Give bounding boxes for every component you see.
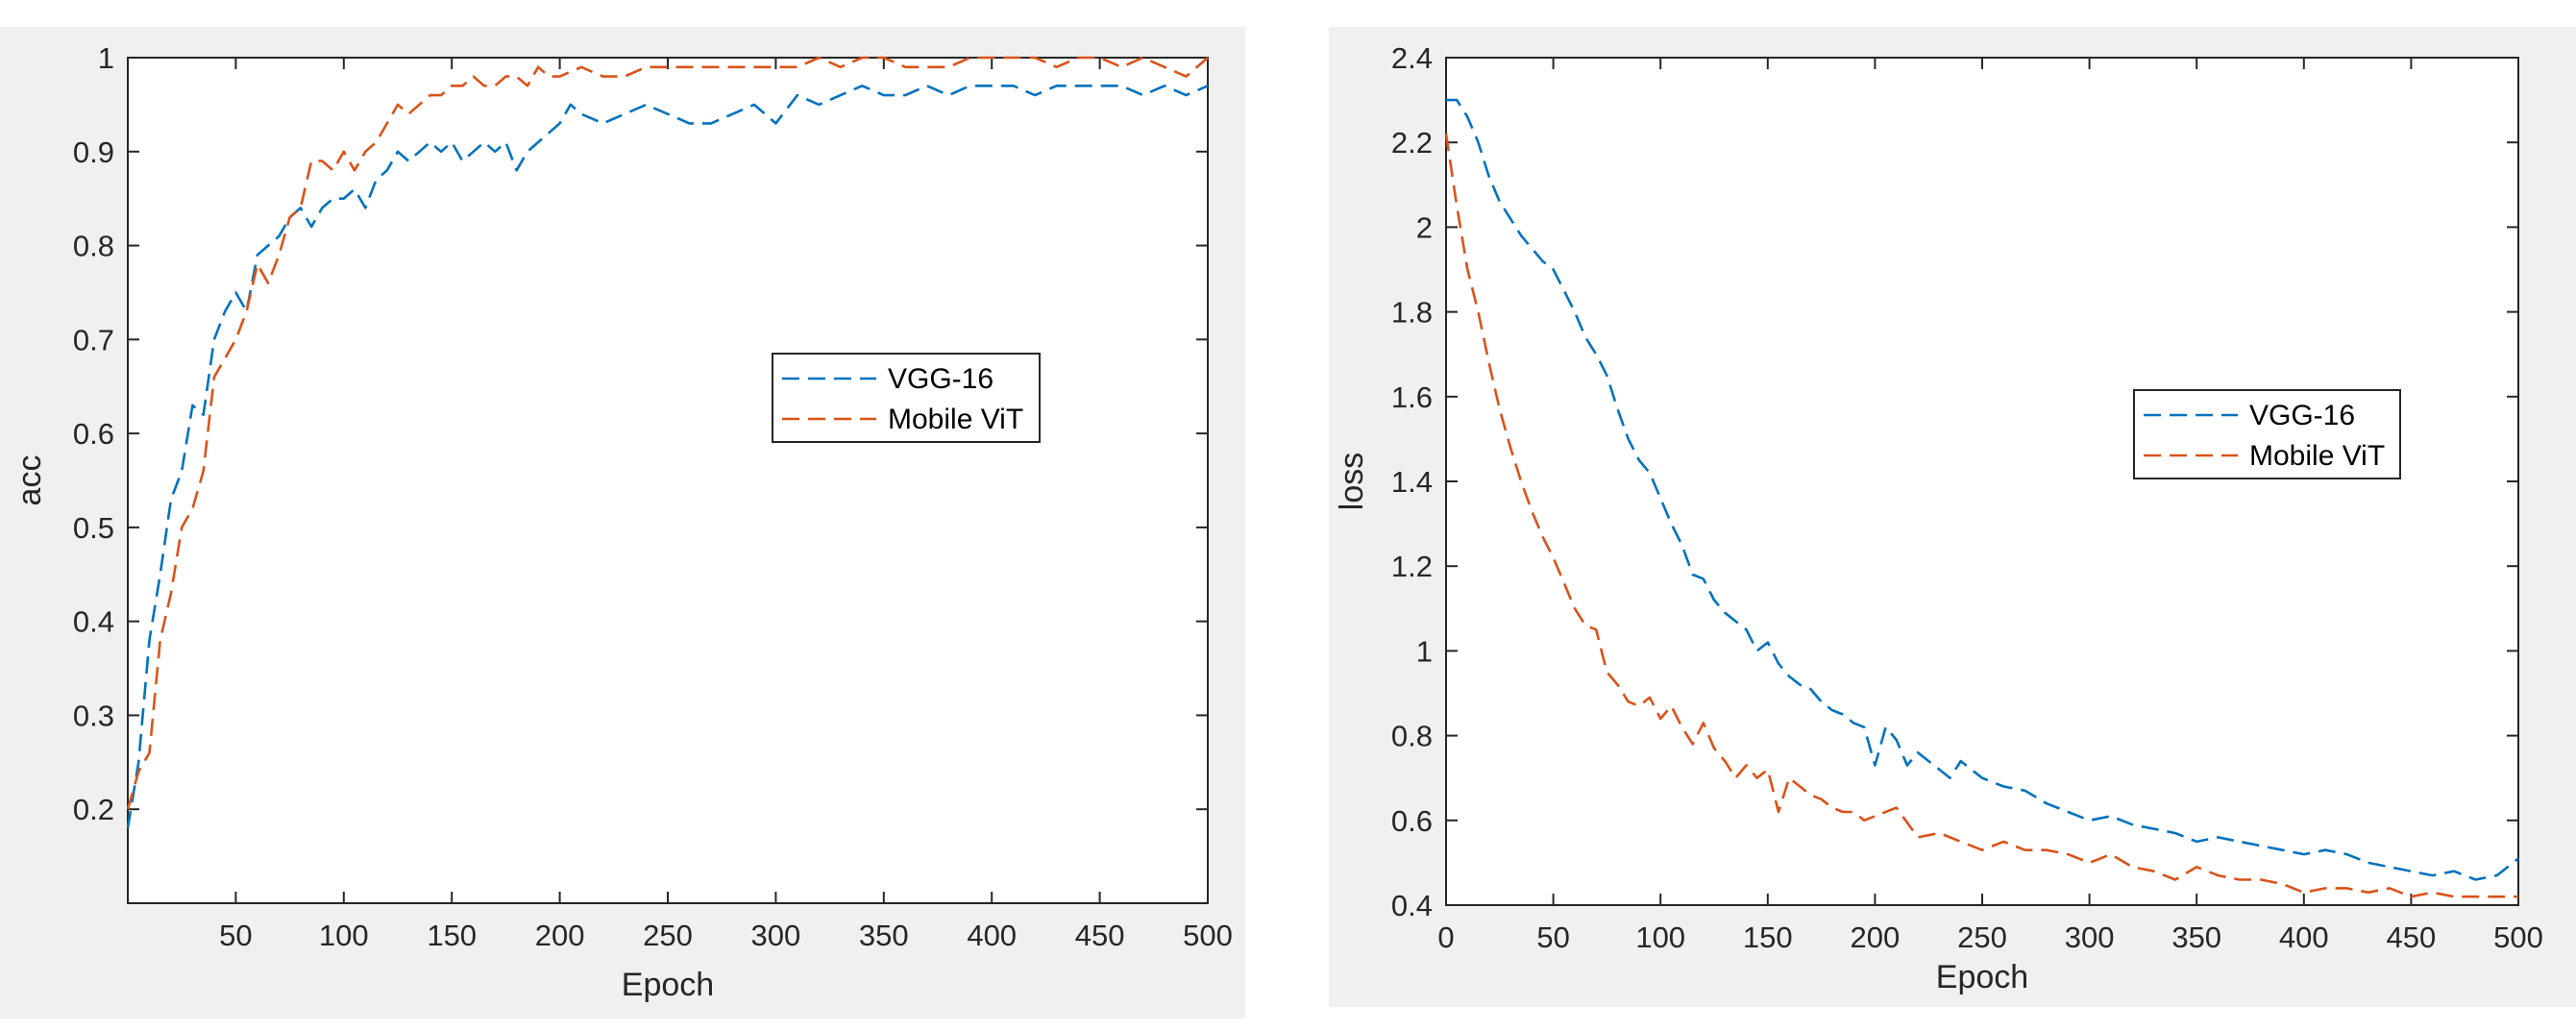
y-tick-label: 0.8 — [73, 230, 114, 263]
x-tick-label: 350 — [859, 919, 909, 952]
x-tick-label: 0 — [1437, 921, 1454, 954]
y-axis-label: loss — [1334, 453, 1370, 510]
series-line-mobile-vit — [1444, 134, 2518, 898]
x-axis-label: Epoch — [1936, 959, 2028, 995]
y-tick-label: 1 — [98, 41, 114, 75]
x-tick-label: 100 — [319, 919, 369, 952]
legend-label: VGG-16 — [888, 363, 994, 395]
x-tick-label: 250 — [643, 919, 693, 952]
y-tick-label: 0.7 — [73, 323, 114, 356]
series-group — [1444, 98, 2519, 898]
x-tick-label: 450 — [1075, 919, 1125, 952]
y-axis-label: acc — [12, 455, 48, 506]
y-tick-label: 0.6 — [1391, 804, 1433, 838]
y-tick-label: 1.6 — [1391, 380, 1433, 414]
y-tick-label: 1.8 — [1391, 296, 1433, 330]
y-tick-label: 2.4 — [1391, 41, 1433, 75]
loss-chart: 0 50 100 150 200 250 300 350 400 450 500 0.4 0.6 0.8 1… — [1334, 41, 2543, 995]
legend-label: VGG-16 — [2249, 400, 2355, 431]
y-tick-label: 1 — [1416, 634, 1433, 668]
accuracy-chart-panel: 50 100 150 200 250 300 350 400 450 500 0.2 0.3 0.4 0.… — [0, 27, 1245, 1019]
y-tick-label: 0.2 — [73, 793, 114, 826]
plot-area — [1445, 57, 2519, 906]
y-tick-label: 0.4 — [73, 605, 114, 639]
y-tick-label: 1.2 — [1391, 550, 1433, 583]
y-tick-label: 2 — [1416, 210, 1433, 244]
x-tick-label: 250 — [1957, 921, 2007, 954]
x-tick-label: 50 — [219, 919, 252, 952]
x-tick-label: 100 — [1635, 921, 1685, 954]
y-tick-label: 1.4 — [1391, 465, 1433, 499]
x-tick-label: 150 — [427, 919, 477, 952]
legend-label: Mobile ViT — [2249, 440, 2385, 472]
x-tick-label: 500 — [2493, 921, 2543, 954]
x-tick-label: 300 — [2065, 921, 2115, 954]
series-group — [126, 56, 1209, 829]
x-tick-label: 350 — [2171, 921, 2221, 954]
x-tick-label: 50 — [1536, 921, 1569, 954]
x-tick-label: 200 — [1851, 921, 1901, 954]
y-tick-label: 0.6 — [73, 417, 114, 451]
y-tick-label: 0.8 — [1391, 720, 1433, 753]
x-tick-label: 500 — [1183, 919, 1233, 952]
series-line-mobile-vit — [126, 56, 1209, 810]
y-tick-label: 2.2 — [1391, 126, 1433, 160]
x-tick-label: 300 — [751, 919, 801, 952]
legend-label: Mobile ViT — [888, 404, 1023, 435]
x-tick-label: 200 — [535, 919, 585, 952]
x-tick-label: 400 — [2279, 921, 2329, 954]
x-axis-label: Epoch — [622, 967, 714, 1003]
legend-box — [2133, 389, 2401, 479]
y-tick-label: 0.3 — [73, 699, 114, 732]
x-tick-label: 400 — [967, 919, 1017, 952]
y-tick-label: 0.4 — [1391, 889, 1433, 922]
series-line-vgg-16 — [1446, 98, 2519, 881]
x-tick-label: 150 — [1743, 921, 1793, 954]
legend-box — [772, 353, 1041, 443]
series-line-vgg-16 — [126, 84, 1209, 829]
accuracy-chart: 50 100 150 200 250 300 350 400 450 500 0.2 0.3 0.4 0.… — [12, 41, 1233, 1003]
loss-chart-panel: 0 50 100 150 200 250 300 350 400 450 500 0.4 0.6 0.8 1… — [1329, 27, 2576, 1007]
plot-area — [127, 57, 1209, 904]
y-tick-label: 0.5 — [73, 511, 114, 545]
y-tick-label: 0.9 — [73, 135, 114, 169]
x-tick-label: 450 — [2387, 921, 2437, 954]
